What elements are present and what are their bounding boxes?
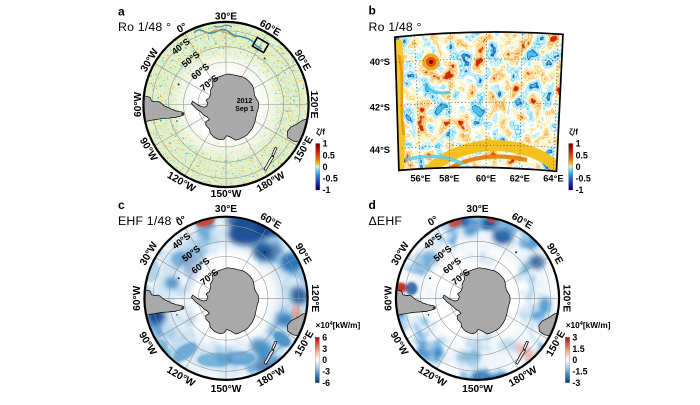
svg-text:30°E: 30°E	[215, 11, 237, 22]
svg-text:60°W: 60°W	[133, 92, 144, 117]
svg-text:0: 0	[322, 355, 327, 365]
svg-text:60°W: 60°W	[132, 285, 143, 310]
svg-text:62°E: 62°E	[510, 174, 530, 184]
svg-text:40°S: 40°S	[370, 57, 390, 67]
svg-text:×104[kW/m]: ×104[kW/m]	[566, 320, 611, 330]
svg-text:-1: -1	[576, 185, 584, 195]
svg-text:0: 0	[576, 162, 581, 172]
svg-text:30°E: 30°E	[215, 204, 237, 215]
svg-text:-3: -3	[572, 378, 580, 388]
svg-text:-0.5: -0.5	[576, 174, 591, 184]
svg-text:ζ/f: ζ/f	[316, 127, 325, 137]
svg-text:Ro 1/48 °: Ro 1/48 °	[369, 20, 422, 34]
svg-text:2012: 2012	[237, 98, 253, 105]
svg-text:d: d	[369, 198, 376, 212]
svg-text:58°E: 58°E	[439, 174, 459, 184]
svg-text:a: a	[118, 5, 125, 19]
svg-text:0: 0	[572, 355, 577, 365]
svg-text:30°E: 30°E	[466, 204, 488, 215]
svg-text:-1: -1	[323, 185, 331, 195]
svg-text:150°W: 150°W	[211, 384, 242, 395]
svg-text:120°E: 120°E	[309, 284, 320, 312]
svg-text:ζ/f: ζ/f	[569, 127, 578, 137]
svg-text:Sep 1: Sep 1	[235, 106, 254, 113]
svg-text:64°E: 64°E	[543, 174, 563, 184]
svg-text:3: 3	[322, 344, 327, 354]
svg-text:42°S: 42°S	[370, 103, 390, 113]
svg-text:Ro 1/48 °: Ro 1/48 °	[118, 20, 171, 34]
svg-text:-0.5: -0.5	[323, 174, 338, 184]
svg-text:44°S: 44°S	[370, 145, 390, 155]
svg-text:1.5: 1.5	[572, 344, 584, 354]
svg-text:EHF 1/48 °: EHF 1/48 °	[118, 214, 180, 228]
svg-text:b: b	[369, 4, 376, 18]
svg-text:0: 0	[323, 162, 328, 172]
svg-text:150°W: 150°W	[462, 384, 493, 395]
svg-text:-6: -6	[322, 378, 330, 388]
svg-text:56°E: 56°E	[410, 174, 430, 184]
svg-text:-1.5: -1.5	[572, 366, 587, 376]
svg-text:120°E: 120°E	[308, 91, 319, 119]
svg-text:60°W: 60°W	[383, 285, 394, 310]
svg-text:1: 1	[576, 139, 581, 149]
svg-text:3: 3	[572, 332, 577, 342]
svg-text:60°E: 60°E	[476, 174, 496, 184]
svg-text:6: 6	[322, 332, 327, 342]
svg-text:-3: -3	[322, 366, 330, 376]
svg-text:0.5: 0.5	[576, 150, 588, 160]
svg-text:ΔEHF: ΔEHF	[369, 214, 403, 228]
svg-text:c: c	[118, 198, 125, 212]
svg-text:1: 1	[323, 139, 328, 149]
svg-text:150°W: 150°W	[211, 189, 242, 200]
svg-text:0.5: 0.5	[323, 150, 335, 160]
svg-text:120°E: 120°E	[561, 284, 572, 312]
svg-text:×104[kW/m]: ×104[kW/m]	[316, 320, 361, 330]
